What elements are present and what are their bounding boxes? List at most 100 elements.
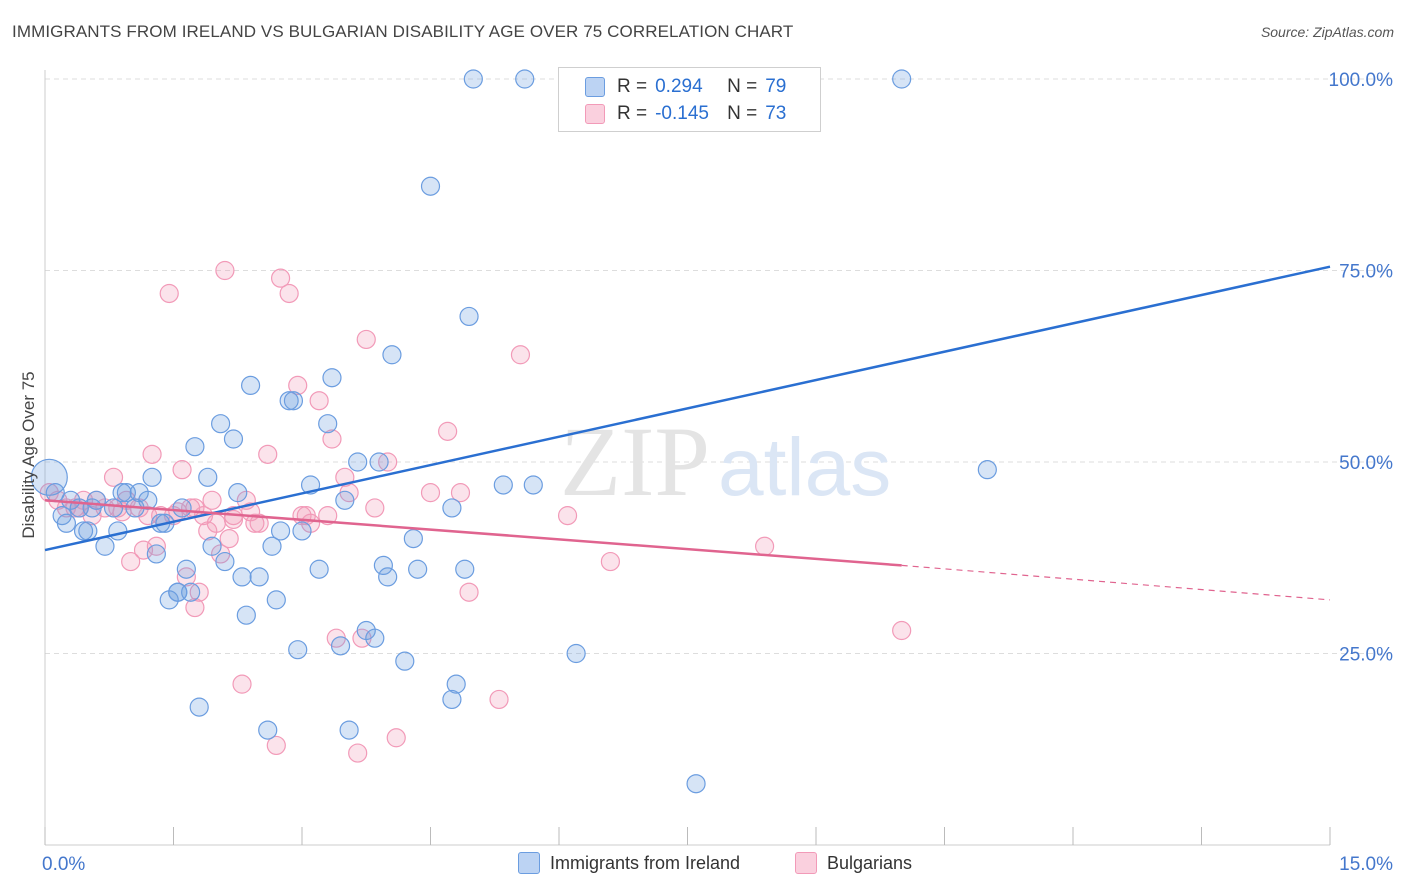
ireland-point xyxy=(446,674,466,694)
legend-r-value: -0.145 xyxy=(655,103,709,124)
bulgarians-trend-line xyxy=(44,499,902,567)
ireland-point xyxy=(279,391,299,411)
ireland-point xyxy=(455,559,475,579)
ireland-point xyxy=(202,536,222,556)
x-tick-label: 15.0% xyxy=(1339,854,1393,875)
ireland-point xyxy=(283,391,304,411)
bulgarians-point xyxy=(142,444,162,464)
ireland-point xyxy=(270,521,291,541)
ireland-point xyxy=(335,490,355,510)
legend-swatch-blue xyxy=(585,77,605,97)
ireland-point xyxy=(142,467,162,487)
legend-swatch-pink xyxy=(585,104,605,124)
ireland-point xyxy=(322,368,342,388)
bulgarians-point xyxy=(245,513,265,533)
bulgarians-point xyxy=(459,582,479,602)
ireland-point xyxy=(892,69,912,89)
ireland-point xyxy=(442,498,462,518)
legend-n-label: N = xyxy=(727,103,758,124)
bulgarians-point xyxy=(309,391,329,411)
y-tick-label: 100.0% xyxy=(1329,70,1394,91)
bulgarians-point xyxy=(159,283,179,304)
ireland-point xyxy=(493,475,513,495)
bulgarians-point xyxy=(489,689,509,710)
ireland-point xyxy=(176,559,196,579)
grid-lines xyxy=(45,78,1390,654)
legend-swatch-blue xyxy=(518,852,540,874)
ireland-point xyxy=(515,69,535,89)
ireland-point xyxy=(215,551,235,572)
bulgarians-point xyxy=(365,498,385,518)
ireland-point xyxy=(146,544,166,564)
ireland-point xyxy=(108,521,128,541)
bulgarians-point xyxy=(103,467,124,487)
ireland-point xyxy=(339,720,359,740)
ireland-point xyxy=(103,498,124,518)
bulgarians-point xyxy=(232,674,252,694)
ireland-point xyxy=(95,536,115,556)
ireland-point xyxy=(73,521,94,541)
legend-n-value: 79 xyxy=(765,76,787,97)
trend-lines xyxy=(44,265,1331,601)
bulgarians-point xyxy=(356,329,376,350)
ireland-point xyxy=(262,536,282,556)
ireland-point xyxy=(172,498,192,518)
bulgarians-point xyxy=(176,567,196,587)
ireland-point xyxy=(241,375,261,395)
legend-item-ireland[interactable]: Immigrants from Ireland xyxy=(518,852,740,874)
bulgarians-point xyxy=(600,551,621,572)
legend-label-bulgarians: Bulgarians xyxy=(827,852,913,873)
bulgarians-point xyxy=(557,506,578,526)
ireland-point xyxy=(78,521,98,541)
legend-r-value: 0.294 xyxy=(655,76,703,97)
chart-title: IMMIGRANTS FROM IRELAND VS BULGARIAN DIS… xyxy=(12,22,794,41)
bulgarians-point xyxy=(146,536,166,556)
ireland-point xyxy=(292,521,312,541)
bulgarians-point xyxy=(892,620,912,641)
ireland-point xyxy=(56,513,77,533)
legend-item-bulgarians[interactable]: Bulgarians xyxy=(795,852,912,874)
ireland-point xyxy=(403,528,423,549)
legend-n-value: 73 xyxy=(765,103,787,124)
y-tick-label: 25.0% xyxy=(1339,645,1393,666)
ireland-point xyxy=(249,567,269,587)
ireland-point xyxy=(566,643,586,664)
legend-swatch-pink xyxy=(795,852,817,874)
bulgarians-trend-extension xyxy=(901,564,1331,601)
bulgarians-point xyxy=(202,490,222,510)
ireland-point xyxy=(420,176,441,196)
bulgarians-point xyxy=(450,483,471,503)
ireland-point xyxy=(442,689,462,710)
ireland-point xyxy=(395,651,415,671)
legend-r-label: R = xyxy=(617,76,648,97)
legend-n-label: N = xyxy=(727,76,758,97)
tick-labels: 100.0% 75.0% 50.0% 25.0% 0.0% 15.0% xyxy=(42,70,1393,875)
ireland-point xyxy=(86,490,107,510)
bulgarians-point xyxy=(510,345,531,365)
ireland-point xyxy=(258,720,278,740)
legend-label-ireland: Immigrants from Ireland xyxy=(550,852,741,873)
bulgarians-point xyxy=(121,551,141,572)
ireland-point xyxy=(266,590,286,610)
y-tick-label: 50.0% xyxy=(1339,453,1393,474)
bulgarians-point xyxy=(318,506,338,526)
x-tick-label: 0.0% xyxy=(42,854,85,875)
ireland-point xyxy=(236,605,256,625)
legend-r-label: R = xyxy=(617,103,648,124)
ireland-point xyxy=(185,437,205,457)
ireland-trend-line xyxy=(44,265,1331,552)
ireland-point xyxy=(408,559,428,579)
ireland-point xyxy=(211,414,231,434)
ireland-point xyxy=(168,582,188,602)
ireland-point xyxy=(223,429,244,449)
ireland-point xyxy=(382,345,402,365)
correlation-legend: R = 0.294 N = 79 R = -0.145 N = 73 xyxy=(558,67,821,132)
bulgarians-point xyxy=(420,483,441,503)
ireland-point xyxy=(459,306,479,327)
watermark-atlas: atlas xyxy=(718,422,891,513)
ireland-point xyxy=(463,69,483,89)
watermark-zip: ZIP xyxy=(560,406,710,517)
bulgarians-point xyxy=(133,540,154,560)
ireland-point xyxy=(232,567,252,587)
